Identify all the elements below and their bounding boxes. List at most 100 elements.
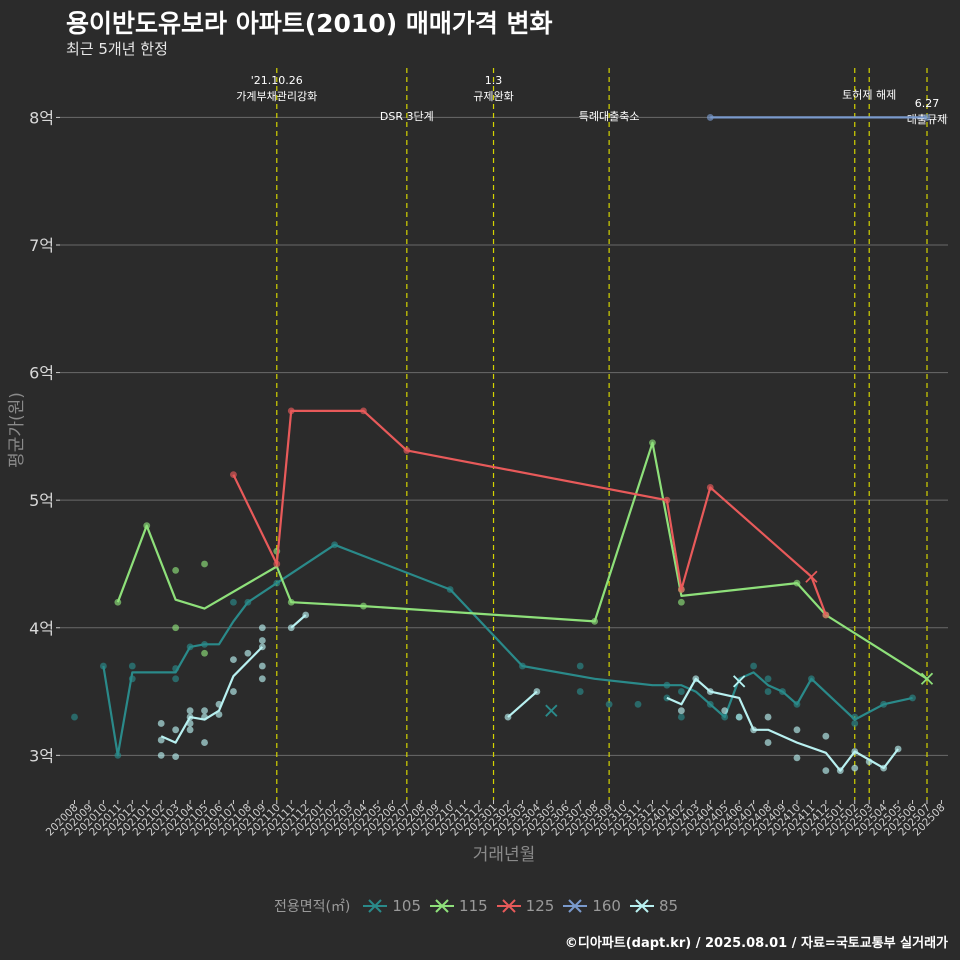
data-point-85 — [533, 688, 541, 695]
data-point-105 — [677, 688, 685, 695]
data-point-105 — [186, 643, 194, 651]
data-point-85 — [750, 726, 758, 734]
event-label: 토허제 해제 — [842, 87, 896, 101]
data-point-160 — [923, 114, 931, 121]
data-point-105 — [172, 665, 180, 672]
y-tick-label: 7억 — [29, 236, 54, 255]
series-line-125 — [232, 409, 827, 616]
y-tick-label: 6억 — [29, 364, 54, 383]
data-point-105 — [605, 700, 613, 708]
data-point-115 — [143, 522, 151, 530]
event-label: DSR 3단계 — [380, 110, 434, 123]
data-point-85 — [894, 745, 902, 753]
data-point-115 — [287, 598, 295, 606]
last-point-marker-105 — [545, 704, 558, 717]
data-point-105 — [851, 720, 859, 727]
data-point-105 — [576, 662, 584, 670]
data-point-105 — [808, 675, 815, 683]
data-point-85 — [186, 720, 194, 727]
data-point-85 — [822, 732, 830, 740]
data-point-85 — [201, 707, 208, 715]
legend-item-105: 105 — [362, 896, 421, 916]
data-point-85 — [735, 713, 743, 721]
data-point-85 — [157, 720, 165, 727]
data-point-115 — [114, 598, 122, 606]
data-point-85 — [504, 713, 512, 721]
data-point-85 — [244, 649, 252, 657]
data-point-85 — [172, 753, 180, 761]
data-point-105 — [114, 751, 122, 759]
data-point-85 — [692, 675, 700, 683]
data-point-105 — [331, 541, 338, 549]
data-point-85 — [172, 726, 180, 734]
event-label: 1.3 — [485, 74, 503, 87]
data-point-85 — [302, 611, 310, 619]
legend-label: 115 — [459, 897, 488, 915]
data-point-105 — [172, 675, 180, 683]
legend-label: 85 — [658, 897, 679, 915]
series-line-105 — [102, 543, 913, 757]
series-line-85 — [507, 690, 538, 718]
legend-key-icon — [629, 899, 654, 913]
data-point-85 — [880, 764, 888, 772]
event-label: '21.10.26 — [251, 74, 303, 87]
last-point-marker-115 — [920, 672, 934, 685]
data-point-85 — [677, 707, 685, 715]
data-point-115 — [201, 649, 208, 657]
data-point-125 — [677, 586, 685, 593]
legend-label: 125 — [525, 897, 555, 915]
legend-label: 160 — [592, 897, 621, 915]
data-point-105 — [721, 713, 729, 721]
y-tick-label: 8억 — [29, 108, 54, 127]
event-label: 6.27 — [915, 97, 940, 110]
data-point-105 — [128, 675, 136, 683]
data-point-85 — [865, 758, 873, 766]
data-point-85 — [230, 656, 237, 664]
data-point-85 — [706, 688, 714, 695]
data-point-105 — [273, 579, 281, 587]
data-point-105 — [909, 694, 916, 702]
legend-key-icon — [363, 899, 388, 913]
last-point-marker-85 — [733, 675, 746, 688]
data-point-85 — [851, 748, 859, 755]
data-point-85 — [215, 711, 223, 718]
data-point-85 — [186, 707, 194, 715]
last-point-marker-125 — [805, 570, 818, 583]
data-point-85 — [822, 767, 830, 775]
legend-item-125: 125 — [496, 896, 555, 916]
legend-key-icon — [430, 899, 455, 913]
data-point-85 — [186, 726, 194, 734]
data-point-85 — [157, 751, 165, 759]
data-point-125 — [706, 484, 714, 491]
data-point-115 — [649, 439, 656, 447]
series-line-115 — [116, 441, 928, 680]
data-point-105 — [663, 681, 671, 689]
data-point-105 — [201, 640, 208, 648]
data-point-125 — [822, 611, 830, 619]
data-point-105 — [677, 713, 685, 721]
data-point-85 — [201, 713, 208, 721]
data-point-85 — [230, 688, 237, 695]
data-point-105 — [576, 688, 584, 695]
data-point-105 — [71, 713, 78, 721]
data-point-115 — [677, 598, 685, 606]
y-tick-label: 5억 — [29, 491, 54, 510]
data-point-115 — [360, 602, 367, 610]
data-point-160 — [706, 114, 714, 121]
data-point-105 — [880, 700, 888, 708]
data-point-125 — [403, 447, 411, 454]
data-point-105 — [128, 662, 136, 670]
data-point-105 — [793, 700, 801, 708]
data-point-85 — [764, 739, 772, 746]
data-point-85 — [851, 764, 859, 772]
legend-key-icon — [563, 899, 588, 913]
data-point-85 — [186, 713, 194, 721]
data-point-125 — [230, 471, 237, 479]
data-point-125 — [287, 407, 295, 415]
source-caption: ©디아파트(dapt.kr) / 2025.08.01 / 자료=국토교통부 실… — [564, 936, 948, 951]
data-point-105 — [99, 662, 107, 670]
data-point-85 — [287, 624, 295, 632]
legend: 전용면적(㎡) 105 115 125 — [0, 896, 960, 916]
data-point-115 — [172, 624, 180, 632]
legend-item-115: 115 — [429, 896, 488, 916]
